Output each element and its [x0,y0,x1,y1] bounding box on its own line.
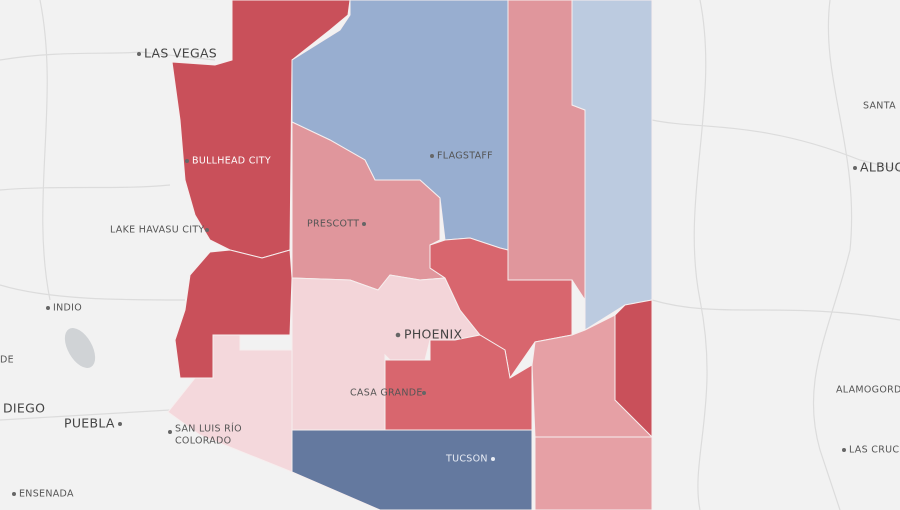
city-label: ALAMOGORD [836,385,900,396]
city-dot [137,52,141,56]
county [534,436,653,510]
city-labels: LAS VEGAS BULLHEAD CITY LAKE HAVASU CITY… [0,46,900,500]
counties [167,0,653,510]
city-label: COLORADO [175,436,231,447]
city-label: DIEGO [3,401,45,416]
city-label: CASA GRANDE [350,388,423,399]
county [171,0,351,259]
city-dot [185,159,189,163]
city-label: SANTA [863,101,896,112]
city-label: PUEBLA [64,416,115,431]
city-label: ENSENADA [19,489,74,500]
city-label: TUCSON [445,454,488,465]
city-dot [46,306,50,310]
city-label: DE [0,355,14,366]
city-dot [853,166,857,170]
city-dot [842,448,846,452]
city-dot [168,430,172,434]
city-dot [430,154,434,158]
city-dot [362,222,366,226]
city-dot [422,391,426,395]
city-label: PRESCOTT [307,219,359,230]
city-label: LAKE HAVASU CITY [110,225,205,236]
city-label: BULLHEAD CITY [192,156,271,167]
city-dot [12,492,16,496]
city-label: ALBUQ [860,160,900,175]
city-dot [118,422,122,426]
county [571,0,653,331]
city-label: PHOENIX [404,327,463,342]
city-label: SAN LUIS RÍO [175,423,242,435]
city-dot [491,457,495,461]
city-label: FLAGSTAFF [437,151,493,162]
city-dot [205,228,209,232]
city-dot [395,332,401,338]
county [291,429,533,510]
city-label: INDIO [53,303,82,314]
city-label: LAS VEGAS [144,46,217,61]
city-label: LAS CRUCE [849,445,900,456]
